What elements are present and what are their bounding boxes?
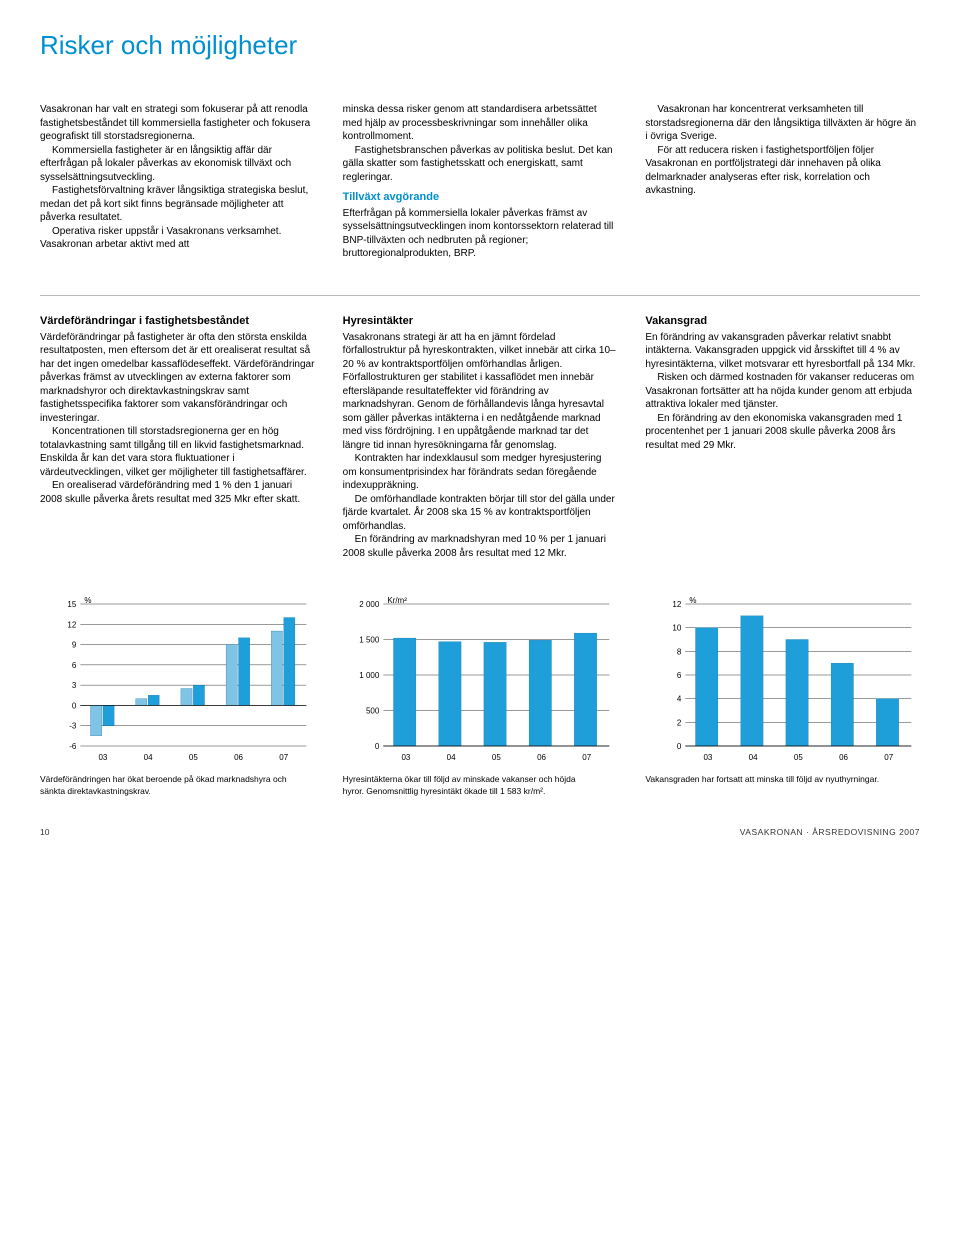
footer-right: VASAKRONAN · ÅRSREDOVISNING 2007 [740, 827, 920, 838]
chart-caption: Hyresintäkterna ökar till följd av minsk… [343, 774, 593, 797]
svg-text:10: 10 [673, 624, 682, 633]
svg-text:07: 07 [279, 753, 288, 762]
sec2-col3: Vakansgrad En förändring av vakansgraden… [645, 314, 920, 560]
sec2-p: En förändring av vakansgraden påverkar r… [645, 331, 920, 372]
svg-text:15: 15 [67, 600, 76, 609]
svg-text:Kr/m²: Kr/m² [387, 596, 407, 605]
svg-text:07: 07 [582, 753, 591, 762]
svg-text:03: 03 [704, 753, 713, 762]
sec2-col1: Värdeförändringar i fastighetsbeståndet … [40, 314, 315, 560]
chart-block-2: 0 500 1 000 1 500 2 000 Kr/m² 03 04 05 06 07 Hyres… [343, 594, 618, 797]
heading-vakansgrad: Vakansgrad [645, 314, 920, 329]
sec2-p: Koncentrationen till storstadsregionerna… [40, 425, 315, 479]
svg-text:0: 0 [677, 742, 682, 751]
svg-text:9: 9 [72, 641, 77, 650]
svg-text:-6: -6 [69, 742, 77, 751]
svg-text:500: 500 [366, 707, 380, 716]
chart-hyresintakter: 0 500 1 000 1 500 2 000 Kr/m² 03 04 05 06 07 [343, 594, 618, 764]
heading-hyresintakter: Hyresintäkter [343, 314, 618, 329]
subheading-tillvaxt: Tillväxt avgörande [343, 190, 618, 205]
page-title: Risker och möjligheter [40, 28, 920, 63]
svg-text:0: 0 [72, 702, 77, 711]
intro-p: Vasakronan har valt en strategi som foku… [40, 103, 315, 144]
svg-text:04: 04 [749, 753, 758, 762]
sec2-col2: Hyresintäkter Vasakronans strategi är at… [343, 314, 618, 560]
intro-p: minska dessa risker genom att standardis… [343, 103, 618, 144]
chart-caption: Värdeförändringen har ökat beroende på ö… [40, 774, 290, 797]
svg-text:06: 06 [839, 753, 848, 762]
svg-text:05: 05 [492, 753, 501, 762]
svg-text:2: 2 [677, 719, 682, 728]
svg-text:%: % [690, 596, 697, 605]
svg-text:06: 06 [234, 753, 243, 762]
heading-vardeforandringar: Värdeförändringar i fastighetsbeståndet [40, 314, 315, 329]
svg-text:04: 04 [144, 753, 153, 762]
svg-text:03: 03 [98, 753, 107, 762]
sec2-p: Värdeförändringar på fastigheter är ofta… [40, 331, 315, 426]
svg-text:05: 05 [189, 753, 198, 762]
intro-p: Fastighetsförvaltning kräver långsiktiga… [40, 184, 315, 225]
section2-columns: Värdeförändringar i fastighetsbeståndet … [40, 295, 920, 560]
chart-vakansgrad: 0 2 4 6 8 10 12% 03 04 05 06 07 [645, 594, 920, 764]
svg-text:06: 06 [537, 753, 546, 762]
chart-block-1: -6-303691215%0304050607 Värdeförändringe… [40, 594, 315, 797]
page-footer: 10 VASAKRONAN · ÅRSREDOVISNING 2007 [40, 827, 920, 838]
sec2-p: De omförhandlade kontrakten börjar till … [343, 493, 618, 534]
intro-columns: Vasakronan har valt en strategi som foku… [40, 103, 920, 261]
intro-p: Vasakronan har koncentrerat verksamheten… [645, 103, 920, 144]
sec2-p: Vasakronans strategi är att ha en jämnt … [343, 331, 618, 453]
page-number: 10 [40, 827, 49, 838]
sec2-p: Risken och därmed kostnaden för vakanser… [645, 371, 920, 412]
svg-text:-3: -3 [69, 722, 77, 731]
sec2-p: En förändring av marknadshyran med 10 % … [343, 533, 618, 560]
svg-text:12: 12 [67, 621, 76, 630]
svg-text:3: 3 [72, 681, 77, 690]
svg-text:03: 03 [401, 753, 410, 762]
intro-col3: Vasakronan har koncentrerat verksamheten… [645, 103, 920, 261]
svg-text:6: 6 [72, 661, 77, 670]
intro-p: Efterfrågan på kommersiella lokaler påve… [343, 207, 618, 261]
svg-text:6: 6 [677, 671, 682, 680]
charts-row: -6-303691215%0304050607 Värdeförändringe… [40, 594, 920, 797]
intro-p: Operativa risker uppstår i Vasakronans v… [40, 225, 315, 252]
sec2-p: En förändring av den ekonomiska vakansgr… [645, 412, 920, 453]
svg-text:4: 4 [677, 695, 682, 704]
svg-text:05: 05 [794, 753, 803, 762]
svg-text:12: 12 [673, 600, 682, 609]
svg-text:8: 8 [677, 648, 682, 657]
chart-caption: Vakansgraden har fortsatt att minska til… [645, 774, 895, 785]
svg-text:1 500: 1 500 [359, 636, 380, 645]
svg-text:04: 04 [446, 753, 455, 762]
intro-p: Fastighetsbranschen påverkas av politisk… [343, 144, 618, 185]
intro-col2: minska dessa risker genom att standardis… [343, 103, 618, 261]
svg-text:2 000: 2 000 [359, 600, 380, 609]
svg-text:1 000: 1 000 [359, 671, 380, 680]
sec2-p: En orealiserad värdeförändring med 1 % d… [40, 479, 315, 506]
intro-p: För att reducera risken i fastighetsport… [645, 144, 920, 198]
svg-text:%: % [84, 596, 91, 605]
chart-block-3: 0 2 4 6 8 10 12% 03 04 05 06 07 Vakansgraden har fo… [645, 594, 920, 797]
svg-text:07: 07 [885, 753, 894, 762]
intro-p: Kommersiella fastigheter är en långsikti… [40, 144, 315, 185]
intro-col1: Vasakronan har valt en strategi som foku… [40, 103, 315, 261]
chart-vardeforandring: -6-303691215%0304050607 [40, 594, 315, 764]
svg-text:0: 0 [375, 742, 380, 751]
sec2-p: Kontrakten har indexklausul som medger h… [343, 452, 618, 493]
